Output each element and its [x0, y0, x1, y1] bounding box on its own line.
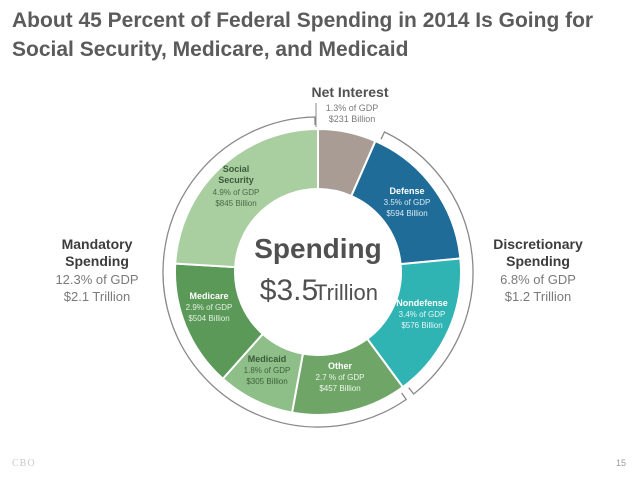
social-security-amount: $845 Billion	[215, 199, 256, 208]
other-gdp: 2.7 % of GDP	[316, 373, 365, 382]
medicaid-amount: $305 Billion	[246, 377, 287, 386]
group-brackets	[162, 116, 474, 428]
title-line-1: About 45 Percent of Federal Spending in …	[12, 9, 594, 32]
medicare-label: Medicare	[189, 291, 228, 301]
source-label: CBO	[12, 458, 36, 469]
social-security-label-2: Security	[218, 175, 254, 185]
mandatory-title-1: Mandatory	[62, 236, 133, 252]
nondefense-label: Nondefense	[396, 298, 448, 308]
chart-title: About 45 Percent of Federal Spending in …	[12, 6, 632, 64]
discretionary-title-1: Discretionary	[493, 236, 583, 252]
mandatory-gdp: 12.3% of GDP	[55, 272, 138, 287]
center-unit: Trillion	[314, 280, 378, 305]
defense-amount: $594 Billion	[386, 209, 427, 218]
slice-social-security	[174, 127, 319, 269]
nondefense-gdp: 3.4% of GDP	[399, 310, 446, 319]
discretionary-amount: $1.2 Trillion	[505, 289, 571, 304]
mandatory-bracket	[162, 116, 408, 428]
slices-group	[174, 127, 462, 416]
nondefense-amount: $576 Billion	[401, 321, 442, 330]
mandatory-title-2: Spending	[65, 253, 129, 269]
social-security-label-1: Social	[223, 164, 250, 174]
medicaid-label: Medicaid	[248, 354, 287, 364]
other-label: Other	[328, 361, 353, 371]
medicare-gdp: 2.9% of GDP	[186, 303, 233, 312]
net-interest-amount: $231 Billion	[329, 114, 376, 124]
discretionary-gdp: 6.8% of GDP	[500, 272, 576, 287]
title-line-2: Social Security, Medicare, and Medicaid	[12, 38, 409, 61]
mandatory-amount: $2.1 Trillion	[64, 289, 130, 304]
medicaid-gdp: 1.8% of GDP	[244, 366, 291, 375]
defense-gdp: 3.5% of GDP	[384, 198, 431, 207]
discretionary-bracket	[380, 131, 474, 395]
medicare-amount: $504 Billion	[188, 314, 229, 323]
other-amount: $457 Billion	[319, 384, 360, 393]
net-interest-gdp: 1.3% of GDP	[326, 103, 379, 113]
defense-label: Defense	[389, 186, 424, 196]
discretionary-title-2: Spending	[506, 253, 570, 269]
center-label: Spending	[254, 233, 382, 264]
center-value: $3.5	[260, 274, 318, 307]
page-number: 15	[615, 458, 626, 468]
social-security-gdp: 4.9% of GDP	[213, 188, 260, 197]
net-interest-label: Net Interest	[311, 84, 388, 100]
